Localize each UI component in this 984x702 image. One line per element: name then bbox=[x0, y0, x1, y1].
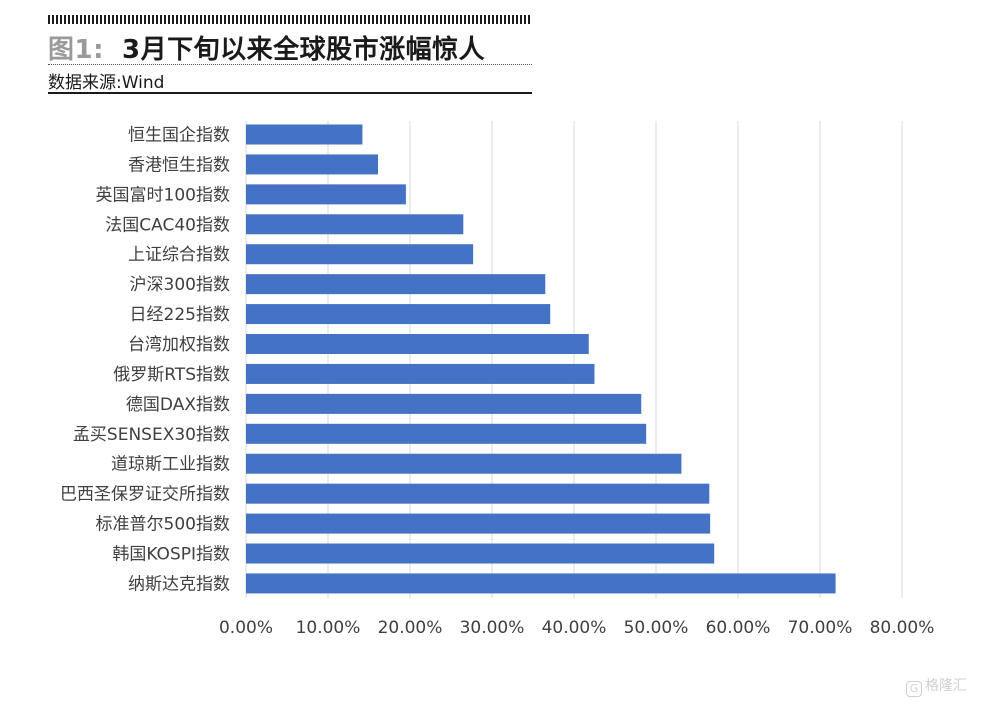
x-tick-label: 20.00% bbox=[378, 618, 443, 638]
bar-4 bbox=[246, 244, 474, 265]
x-tick-label: 10.00% bbox=[296, 618, 361, 638]
bar-2 bbox=[246, 184, 406, 205]
data-source: 数据来源:Wind bbox=[48, 73, 165, 93]
x-tick-label: 30.00% bbox=[460, 618, 525, 638]
bar-15 bbox=[246, 573, 836, 594]
chart-title: 图1: 3月下旬以来全球股市涨幅惊人 bbox=[48, 29, 485, 66]
bar-7 bbox=[246, 334, 589, 355]
x-tick-label: 60.00% bbox=[706, 618, 771, 638]
watermark-logo-icon: G bbox=[906, 681, 922, 697]
bar-12 bbox=[246, 483, 710, 504]
category-label: 巴西圣保罗证交所指数 bbox=[60, 485, 230, 505]
category-label: 日经225指数 bbox=[130, 305, 230, 325]
bar-9 bbox=[246, 393, 642, 414]
dotted-divider bbox=[48, 64, 532, 65]
x-tick-label: 50.00% bbox=[624, 618, 689, 638]
category-label: 沪深300指数 bbox=[130, 275, 230, 295]
title-text: 3月下旬以来全球股市涨幅惊人 bbox=[122, 35, 486, 65]
bar-1 bbox=[246, 154, 379, 175]
category-label: 上证综合指数 bbox=[128, 245, 230, 265]
category-label: 英国富时100指数 bbox=[96, 185, 230, 205]
x-tick-label: 70.00% bbox=[788, 618, 853, 638]
category-label: 孟买SENSEX30指数 bbox=[73, 425, 230, 445]
x-tick-label: 80.00% bbox=[870, 618, 935, 638]
watermark: G 格隆汇 bbox=[906, 675, 967, 697]
bar-14 bbox=[246, 543, 715, 564]
x-tick-label: 0.00% bbox=[219, 618, 273, 638]
watermark-text: 格隆汇 bbox=[925, 678, 967, 694]
bar-0 bbox=[246, 124, 363, 145]
bar-8 bbox=[246, 363, 595, 384]
category-label: 纳斯达克指数 bbox=[128, 574, 230, 594]
category-label: 恒生国企指数 bbox=[128, 126, 230, 146]
category-label: 标准普尔500指数 bbox=[96, 515, 230, 535]
category-label: 法国CAC40指数 bbox=[105, 215, 230, 235]
bar-3 bbox=[246, 214, 464, 235]
header-hatch-bar bbox=[48, 15, 532, 24]
figure-label: 图1: bbox=[48, 35, 104, 65]
x-tick-label: 40.00% bbox=[542, 618, 607, 638]
bar-13 bbox=[246, 513, 711, 534]
category-label: 韩国KOSPI指数 bbox=[112, 545, 230, 565]
category-label: 台湾加权指数 bbox=[128, 335, 230, 355]
bar-5 bbox=[246, 274, 546, 295]
category-label: 道琼斯工业指数 bbox=[111, 455, 230, 475]
category-label: 俄罗斯RTS指数 bbox=[113, 365, 230, 385]
category-label: 德国DAX指数 bbox=[126, 395, 230, 415]
header-rule bbox=[48, 92, 532, 94]
bar-11 bbox=[246, 453, 682, 474]
bar-6 bbox=[246, 304, 551, 325]
bar-10 bbox=[246, 423, 647, 444]
category-label: 香港恒生指数 bbox=[128, 155, 230, 175]
